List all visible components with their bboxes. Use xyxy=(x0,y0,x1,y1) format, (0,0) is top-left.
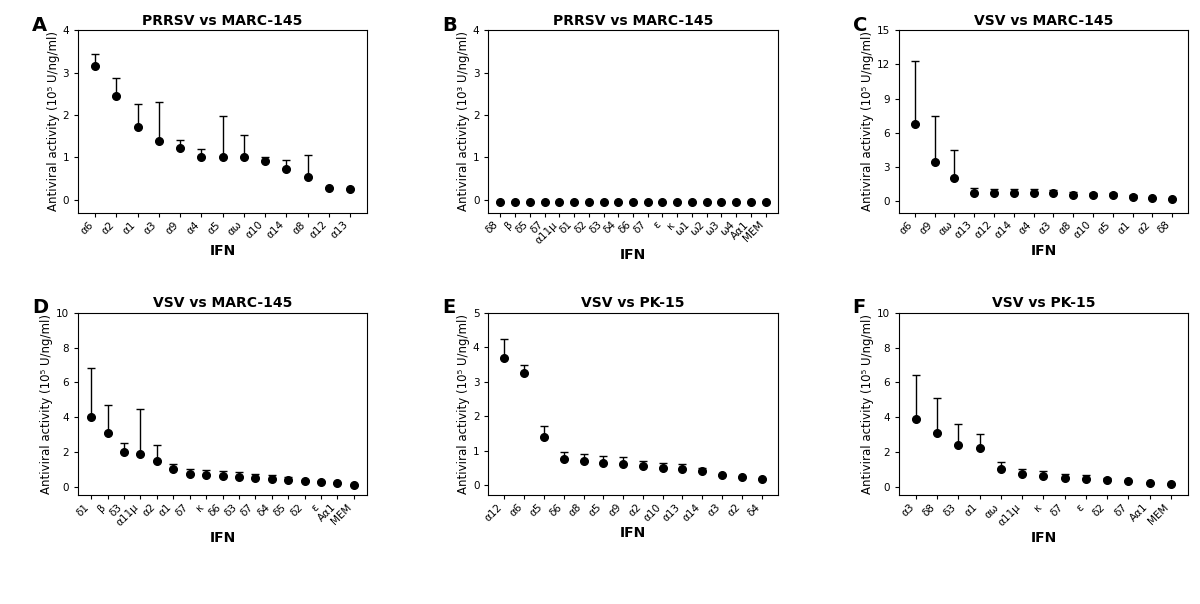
X-axis label: IFN: IFN xyxy=(210,243,235,258)
Text: E: E xyxy=(443,298,456,317)
X-axis label: IFN: IFN xyxy=(1031,243,1056,258)
X-axis label: IFN: IFN xyxy=(1031,531,1056,545)
Text: D: D xyxy=(31,298,48,317)
Title: VSV vs PK-15: VSV vs PK-15 xyxy=(581,297,685,310)
Y-axis label: Antiviral activity (10⁵ U/ng/ml): Antiviral activity (10⁵ U/ng/ml) xyxy=(47,31,60,211)
Title: PRRSV vs MARC-145: PRRSV vs MARC-145 xyxy=(553,14,713,28)
Text: B: B xyxy=(443,16,457,34)
Y-axis label: Antiviral activity (10⁵ U/ng/ml): Antiviral activity (10⁵ U/ng/ml) xyxy=(860,31,874,211)
Y-axis label: Antiviral activity (10⁵ U/ng/ml): Antiviral activity (10⁵ U/ng/ml) xyxy=(40,314,53,494)
Text: C: C xyxy=(853,16,868,34)
Y-axis label: Antiviral activity (10³ U/ng/ml): Antiviral activity (10³ U/ng/ml) xyxy=(457,31,470,211)
Y-axis label: Antiviral activity (10⁵ U/ng/ml): Antiviral activity (10⁵ U/ng/ml) xyxy=(862,314,874,494)
X-axis label: IFN: IFN xyxy=(620,248,646,262)
Title: PRRSV vs MARC-145: PRRSV vs MARC-145 xyxy=(143,14,302,28)
Title: VSV vs PK-15: VSV vs PK-15 xyxy=(991,297,1096,310)
Text: A: A xyxy=(31,16,47,34)
X-axis label: IFN: IFN xyxy=(210,531,235,545)
Text: F: F xyxy=(853,298,866,317)
Y-axis label: Antiviral activity (10⁵ U/ng/ml): Antiviral activity (10⁵ U/ng/ml) xyxy=(457,314,470,494)
Title: VSV vs MARC-145: VSV vs MARC-145 xyxy=(973,14,1114,28)
Title: VSV vs MARC-145: VSV vs MARC-145 xyxy=(152,297,293,310)
X-axis label: IFN: IFN xyxy=(620,526,646,541)
